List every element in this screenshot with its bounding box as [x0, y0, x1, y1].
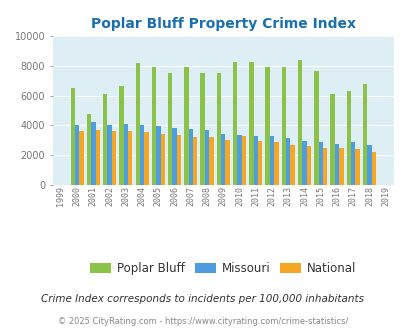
- Bar: [281, 67, 286, 185]
- Bar: [241, 136, 245, 185]
- Bar: [205, 130, 209, 185]
- Bar: [119, 86, 124, 185]
- Bar: [313, 71, 318, 185]
- Bar: [216, 73, 221, 185]
- Bar: [209, 137, 213, 185]
- Bar: [172, 128, 176, 185]
- Bar: [338, 148, 343, 185]
- Bar: [371, 152, 375, 185]
- Bar: [346, 91, 350, 185]
- Bar: [354, 149, 359, 185]
- Bar: [95, 130, 100, 185]
- Bar: [87, 114, 91, 185]
- Bar: [265, 67, 269, 185]
- Bar: [107, 125, 111, 185]
- Bar: [367, 146, 371, 185]
- Bar: [232, 61, 237, 185]
- Bar: [318, 143, 322, 185]
- Bar: [302, 141, 306, 185]
- Bar: [253, 136, 257, 185]
- Bar: [188, 129, 192, 185]
- Bar: [350, 143, 354, 185]
- Bar: [168, 73, 172, 185]
- Bar: [140, 125, 144, 185]
- Bar: [103, 94, 107, 185]
- Bar: [184, 67, 188, 185]
- Bar: [306, 146, 310, 185]
- Bar: [79, 131, 83, 185]
- Title: Poplar Bluff Property Crime Index: Poplar Bluff Property Crime Index: [91, 17, 355, 31]
- Bar: [330, 94, 334, 185]
- Bar: [151, 67, 156, 185]
- Bar: [273, 142, 278, 185]
- Bar: [269, 136, 273, 185]
- Legend: Poplar Bluff, Missouri, National: Poplar Bluff, Missouri, National: [85, 257, 360, 280]
- Bar: [156, 126, 160, 185]
- Bar: [91, 122, 95, 185]
- Bar: [160, 134, 164, 185]
- Bar: [75, 125, 79, 185]
- Bar: [290, 145, 294, 185]
- Bar: [257, 141, 262, 185]
- Bar: [192, 137, 197, 185]
- Bar: [237, 135, 241, 185]
- Bar: [334, 144, 338, 185]
- Text: Crime Index corresponds to incidents per 100,000 inhabitants: Crime Index corresponds to incidents per…: [41, 294, 364, 304]
- Bar: [225, 140, 229, 185]
- Bar: [286, 138, 290, 185]
- Bar: [128, 131, 132, 185]
- Bar: [176, 135, 181, 185]
- Bar: [144, 132, 148, 185]
- Bar: [111, 131, 116, 185]
- Text: © 2025 CityRating.com - https://www.cityrating.com/crime-statistics/: © 2025 CityRating.com - https://www.city…: [58, 317, 347, 326]
- Bar: [322, 148, 326, 185]
- Bar: [297, 60, 302, 185]
- Bar: [221, 134, 225, 185]
- Bar: [249, 62, 253, 185]
- Bar: [135, 63, 140, 185]
- Bar: [200, 74, 205, 185]
- Bar: [362, 84, 367, 185]
- Bar: [124, 124, 128, 185]
- Bar: [70, 88, 75, 185]
